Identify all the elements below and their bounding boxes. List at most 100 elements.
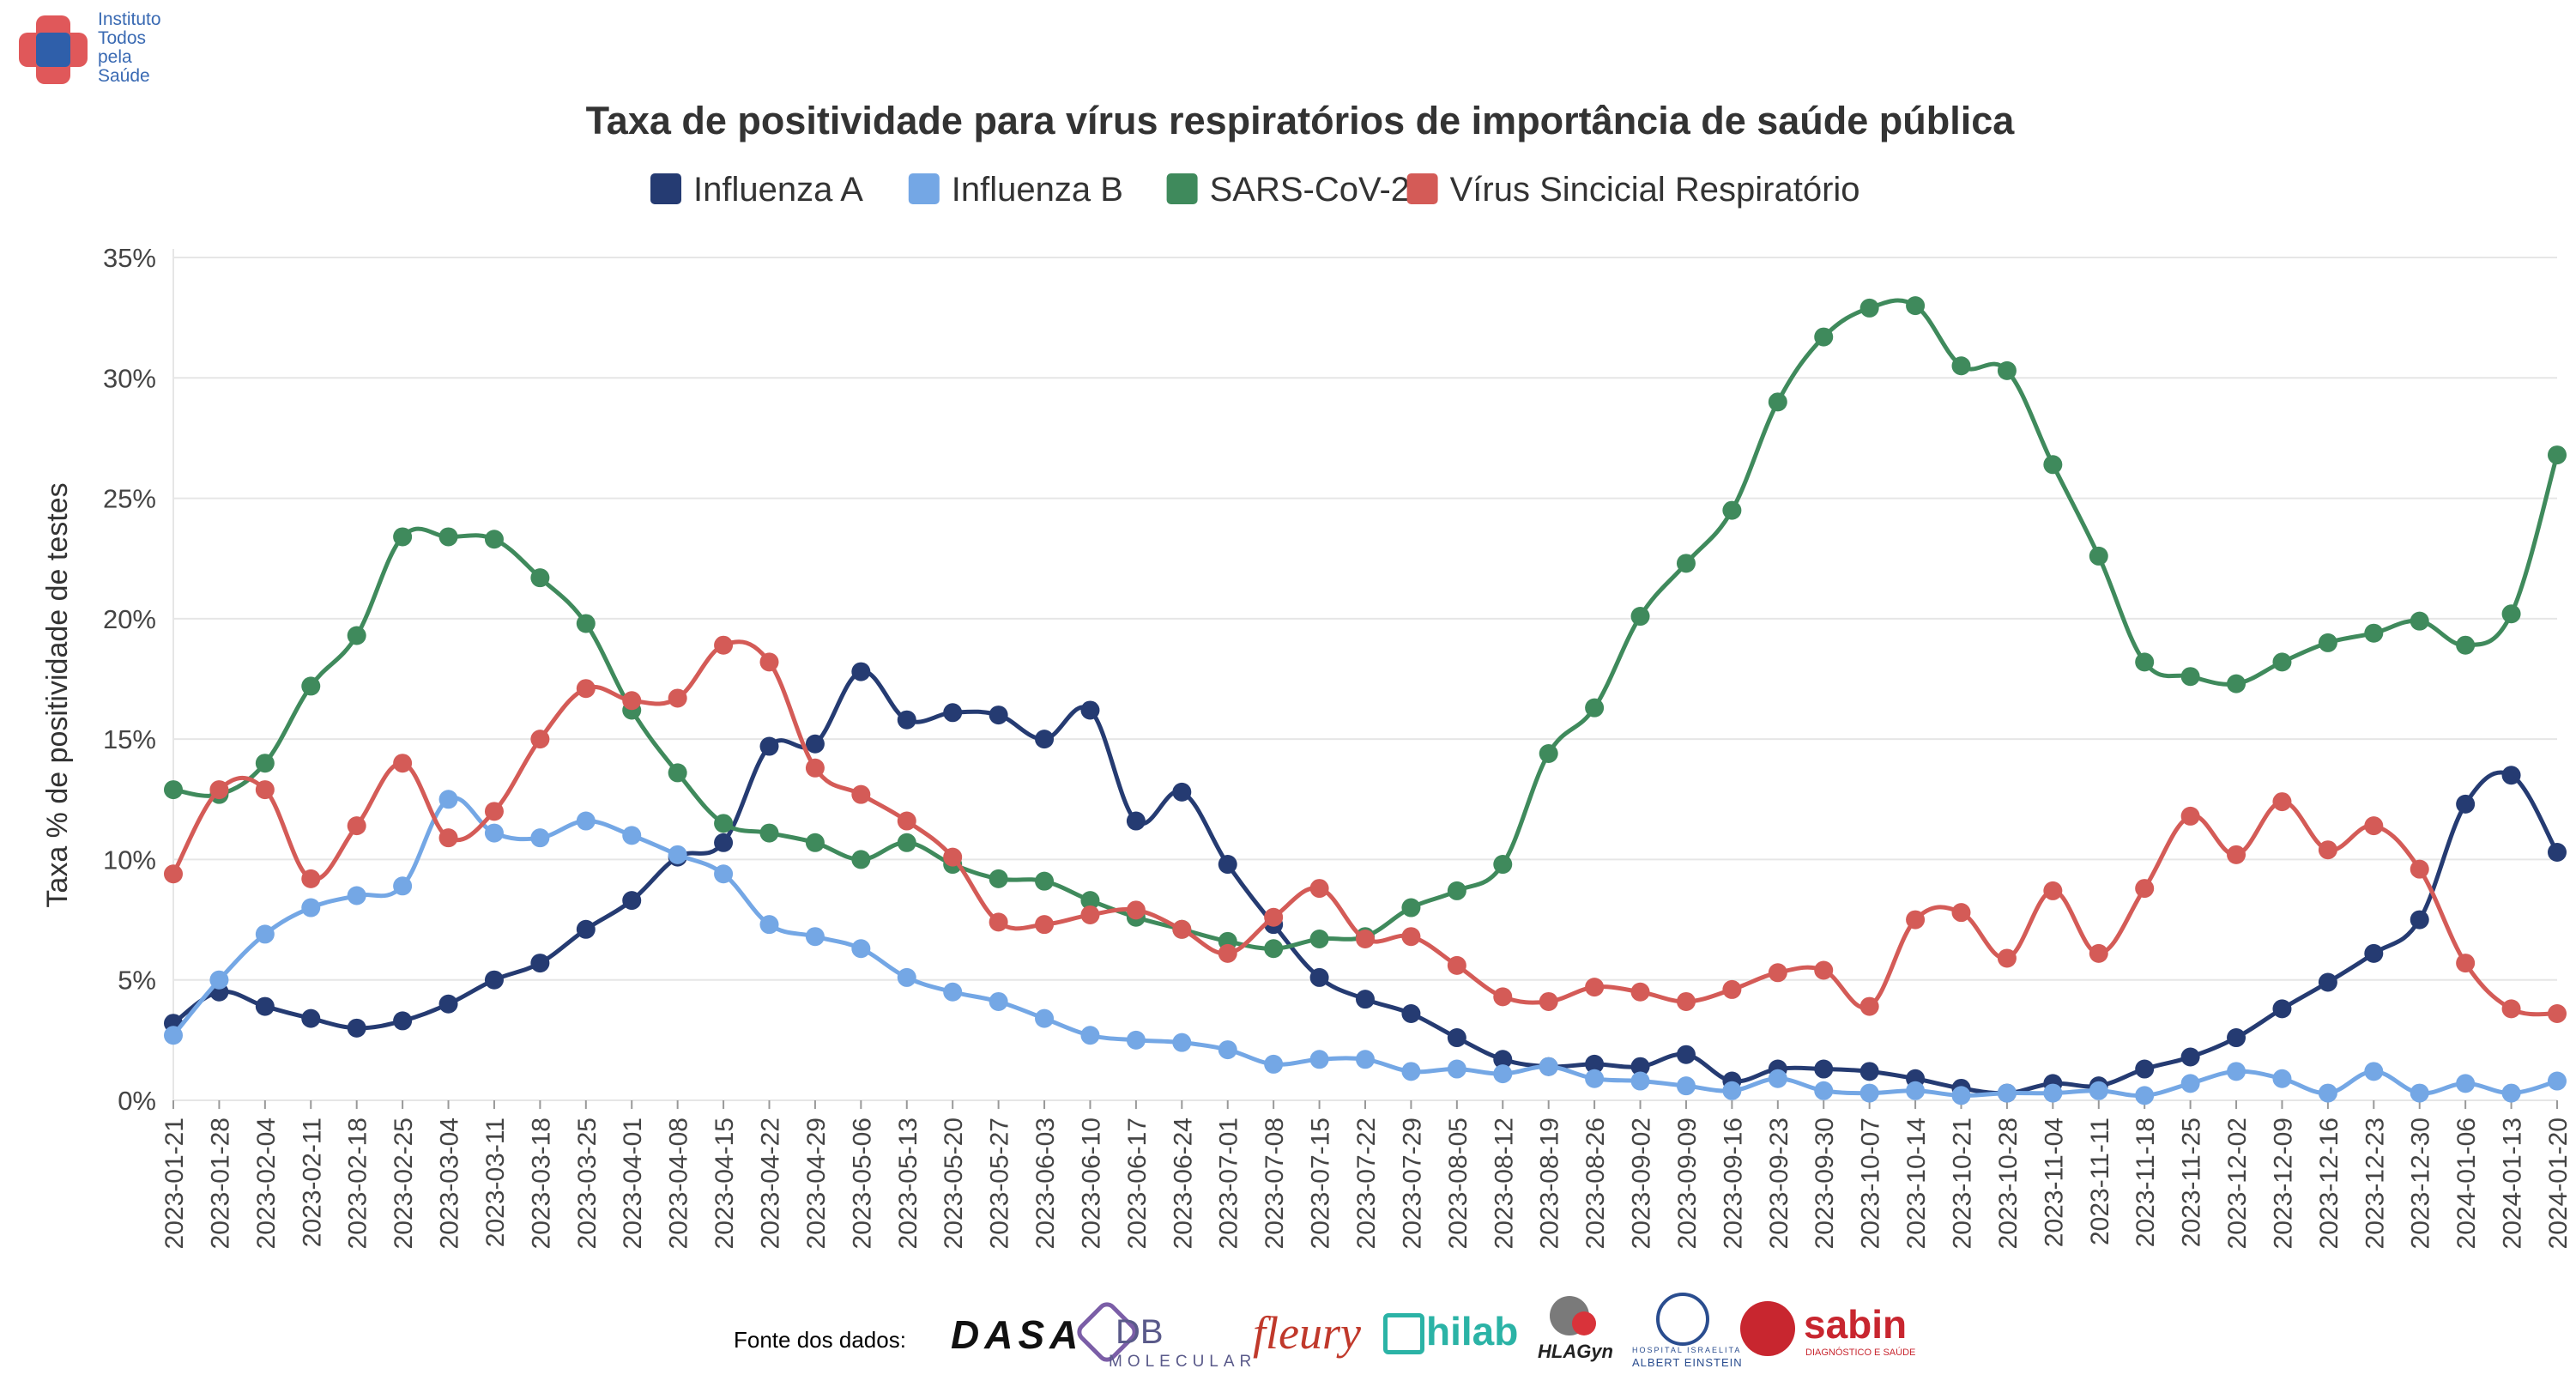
- data-point[interactable]: [576, 811, 596, 831]
- data-point[interactable]: [2227, 1028, 2246, 1048]
- data-point[interactable]: [2180, 667, 2200, 687]
- data-point[interactable]: [438, 790, 458, 809]
- data-point[interactable]: [668, 763, 687, 783]
- data-point[interactable]: [897, 710, 916, 730]
- data-point[interactable]: [1172, 782, 1192, 802]
- data-point[interactable]: [255, 996, 275, 1016]
- data-point[interactable]: [759, 915, 779, 935]
- data-point[interactable]: [1447, 1028, 1466, 1048]
- data-point[interactable]: [393, 754, 413, 773]
- data-point[interactable]: [989, 991, 1008, 1011]
- data-point[interactable]: [347, 626, 366, 645]
- data-point[interactable]: [1126, 811, 1146, 831]
- data-point[interactable]: [1172, 1033, 1192, 1052]
- data-point[interactable]: [1356, 1050, 1375, 1069]
- data-point[interactable]: [438, 527, 458, 547]
- data-point[interactable]: [943, 703, 963, 723]
- data-point[interactable]: [1630, 1071, 1650, 1091]
- data-point[interactable]: [1814, 1081, 1834, 1100]
- data-point[interactable]: [805, 833, 825, 852]
- data-point[interactable]: [2410, 1083, 2429, 1103]
- data-point[interactable]: [1035, 1008, 1055, 1028]
- data-point[interactable]: [1859, 1083, 1879, 1103]
- data-point[interactable]: [393, 876, 413, 896]
- data-point[interactable]: [1264, 907, 1284, 927]
- data-point[interactable]: [1356, 990, 1375, 1009]
- data-point[interactable]: [2135, 1059, 2155, 1079]
- data-point[interactable]: [759, 652, 779, 672]
- data-point[interactable]: [2180, 1074, 2200, 1093]
- data-point[interactable]: [2227, 845, 2246, 864]
- data-point[interactable]: [1401, 927, 1421, 947]
- data-point[interactable]: [576, 679, 596, 699]
- data-point[interactable]: [530, 730, 550, 749]
- data-point[interactable]: [1768, 1069, 1787, 1088]
- legend-item[interactable]: Influenza B: [908, 171, 1123, 209]
- data-point[interactable]: [1447, 955, 1466, 975]
- data-point[interactable]: [2410, 611, 2429, 631]
- data-point[interactable]: [1722, 500, 1742, 520]
- data-point[interactable]: [2501, 1083, 2521, 1103]
- data-point[interactable]: [897, 811, 916, 831]
- data-point[interactable]: [2318, 1083, 2337, 1103]
- data-point[interactable]: [164, 1026, 183, 1045]
- data-point[interactable]: [622, 891, 642, 911]
- data-point[interactable]: [2364, 1062, 2384, 1081]
- data-point[interactable]: [164, 780, 183, 800]
- data-point[interactable]: [1218, 855, 1237, 875]
- data-point[interactable]: [1493, 987, 1513, 1007]
- data-point[interactable]: [484, 802, 504, 821]
- data-point[interactable]: [2364, 816, 2384, 836]
- data-point[interactable]: [2227, 1062, 2246, 1081]
- data-point[interactable]: [301, 1008, 321, 1028]
- data-point[interactable]: [1630, 1057, 1650, 1076]
- data-point[interactable]: [622, 826, 642, 845]
- data-point[interactable]: [1814, 327, 1834, 347]
- data-point[interactable]: [943, 847, 963, 867]
- data-point[interactable]: [2135, 652, 2155, 672]
- data-point[interactable]: [301, 676, 321, 696]
- data-point[interactable]: [164, 864, 183, 884]
- data-point[interactable]: [2456, 794, 2476, 814]
- data-point[interactable]: [255, 754, 275, 773]
- data-point[interactable]: [255, 780, 275, 800]
- data-point[interactable]: [393, 1011, 413, 1031]
- data-point[interactable]: [2548, 445, 2567, 465]
- data-point[interactable]: [1493, 1064, 1513, 1084]
- data-point[interactable]: [1264, 1054, 1284, 1074]
- data-point[interactable]: [2501, 999, 2521, 1019]
- legend-item[interactable]: Influenza A: [650, 171, 863, 209]
- data-point[interactable]: [2227, 674, 2246, 693]
- data-point[interactable]: [2501, 766, 2521, 785]
- data-point[interactable]: [1906, 910, 1926, 930]
- data-point[interactable]: [1309, 879, 1329, 899]
- data-point[interactable]: [1218, 1040, 1237, 1060]
- data-point[interactable]: [805, 758, 825, 778]
- data-point[interactable]: [989, 869, 1008, 888]
- data-point[interactable]: [1493, 855, 1513, 875]
- data-point[interactable]: [1722, 979, 1742, 999]
- data-point[interactable]: [576, 919, 596, 939]
- data-point[interactable]: [2272, 1069, 2292, 1088]
- data-point[interactable]: [1309, 1050, 1329, 1069]
- data-point[interactable]: [851, 662, 871, 681]
- data-point[interactable]: [2089, 1081, 2108, 1100]
- legend-item[interactable]: SARS-CoV-2: [1166, 171, 1410, 209]
- data-point[interactable]: [1401, 1062, 1421, 1081]
- data-point[interactable]: [1814, 960, 1834, 980]
- data-point[interactable]: [714, 864, 734, 884]
- data-point[interactable]: [1630, 607, 1650, 627]
- data-point[interactable]: [347, 1018, 366, 1038]
- data-point[interactable]: [2501, 604, 2521, 624]
- data-point[interactable]: [989, 706, 1008, 725]
- data-point[interactable]: [1126, 900, 1146, 920]
- data-point[interactable]: [759, 736, 779, 756]
- data-point[interactable]: [1951, 356, 1971, 376]
- data-point[interactable]: [347, 816, 366, 836]
- data-point[interactable]: [1035, 915, 1055, 935]
- data-point[interactable]: [1630, 982, 1650, 1002]
- data-point[interactable]: [2364, 623, 2384, 643]
- data-point[interactable]: [1585, 1069, 1605, 1088]
- data-point[interactable]: [1493, 1050, 1513, 1069]
- data-point[interactable]: [301, 898, 321, 918]
